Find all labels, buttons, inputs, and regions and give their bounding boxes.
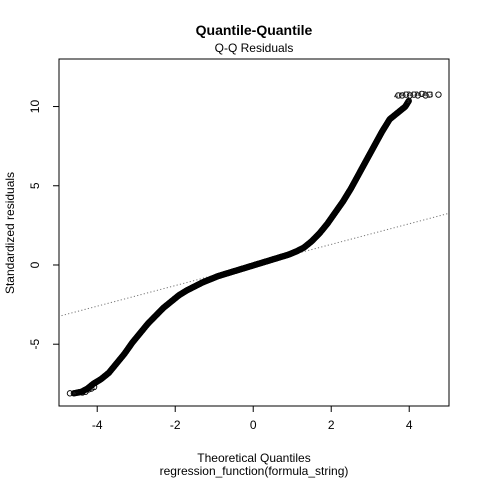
outlier-point xyxy=(85,386,92,393)
outlier-point xyxy=(402,91,410,98)
outlier-point xyxy=(395,92,402,99)
y-axis: -5 0 5 10 xyxy=(28,100,60,350)
point-label: 47 xyxy=(417,90,426,99)
x-axis-sublabel: regression_function(formula_string) xyxy=(160,464,349,478)
points-layer xyxy=(66,90,442,397)
outlier-point xyxy=(406,92,414,99)
x-axis-label: Theoretical Quantiles xyxy=(197,451,310,465)
outlier-point xyxy=(422,92,429,99)
outlier-point xyxy=(75,389,82,396)
outlier-point xyxy=(66,390,74,397)
x-tick-label: 4 xyxy=(406,418,413,432)
outlier-point xyxy=(418,90,425,98)
outlier-point xyxy=(426,91,433,98)
chart-subtitle: Q-Q Residuals xyxy=(215,41,294,55)
point-label: 43 xyxy=(424,91,433,100)
chart-title: Quantile-Quantile xyxy=(196,22,313,38)
point-label: 47 xyxy=(394,91,403,100)
x-tick-label: 2 xyxy=(328,418,335,432)
y-tick-label: 10 xyxy=(28,100,42,114)
y-tick-label: 0 xyxy=(28,261,42,268)
point-label: 47 xyxy=(402,91,411,100)
outlier-point xyxy=(399,92,406,99)
outlier-point xyxy=(90,383,98,391)
y-axis-label: Standardized residuals xyxy=(3,172,17,294)
outlier-point xyxy=(435,91,442,98)
x-tick-label: -2 xyxy=(170,418,181,432)
outlier-point xyxy=(414,92,421,99)
y-tick-label: 5 xyxy=(28,182,42,189)
point-label: 47 xyxy=(409,91,418,100)
y-tick-label: -5 xyxy=(28,339,42,350)
outlier-point xyxy=(410,91,418,98)
x-axis: -4 -2 0 2 4 xyxy=(92,405,413,432)
x-tick-label: -4 xyxy=(92,418,103,432)
x-tick-label: 0 xyxy=(250,418,257,432)
outlier-point xyxy=(79,389,86,396)
